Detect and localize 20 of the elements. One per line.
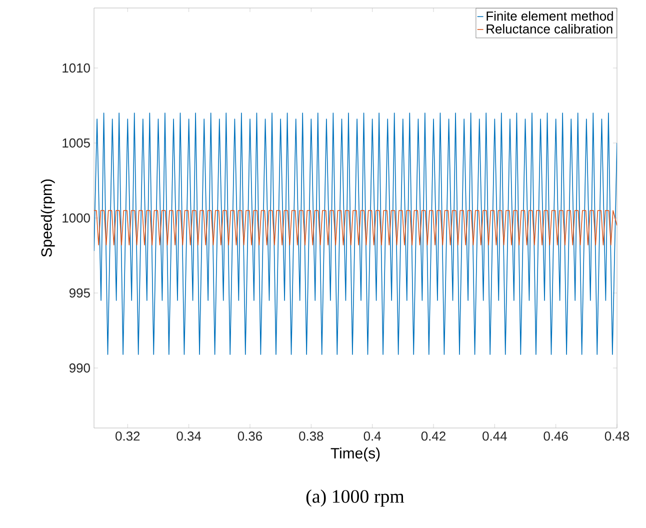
x-tick-label: 0.32 [116, 432, 140, 441]
x-tick-label: 0.48 [604, 432, 630, 441]
line-series [94, 112, 618, 355]
y-tick-label: 990 [69, 363, 90, 373]
x-tick-label: 0.38 [299, 432, 324, 441]
x-tick-label: 0.36 [238, 432, 262, 441]
y-tick-label: 1005 [62, 138, 90, 148]
legend-label: Reluctance calibration [486, 24, 612, 34]
x-tick-label: 0.42 [421, 432, 446, 441]
y-tick-label: 1010 [62, 63, 90, 73]
y-axis-title: Speed(rpm) [40, 179, 55, 257]
x-tick-label: 0.34 [176, 432, 202, 441]
text: (a) 1000 rpm [306, 490, 404, 507]
x-tick-label: 0.46 [544, 432, 568, 441]
legend-label: Finite element method [486, 11, 613, 21]
x-axis-title: Time(s) [330, 448, 380, 462]
y-tick-label: 995 [69, 288, 90, 298]
y-tick-label: 1000 [62, 213, 90, 223]
x-tick-label: 0.44 [482, 432, 507, 441]
x-tick-label: 0.4 [364, 432, 381, 441]
